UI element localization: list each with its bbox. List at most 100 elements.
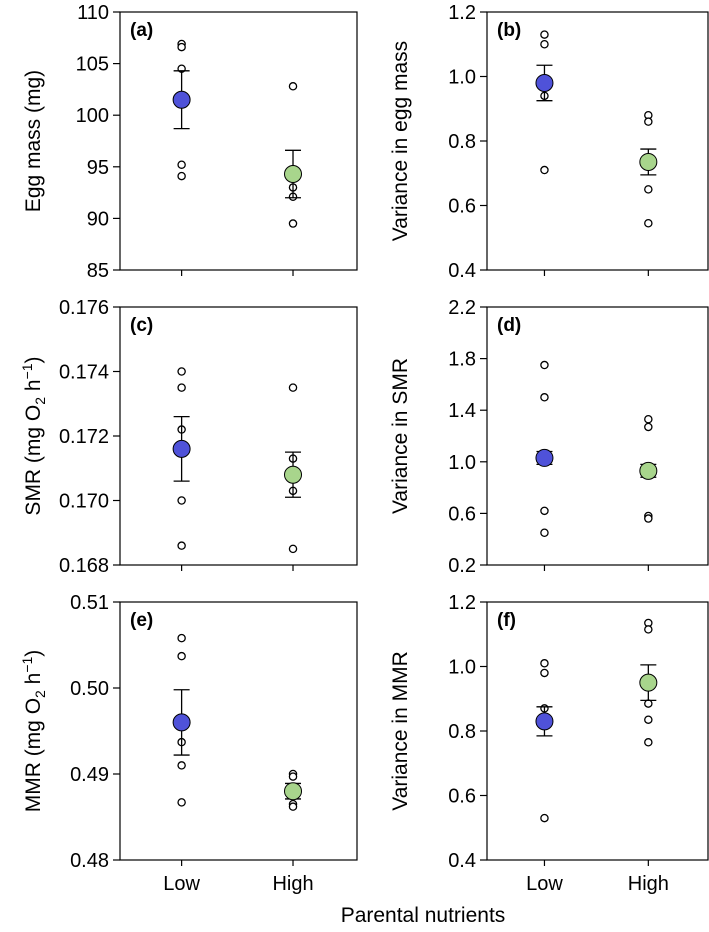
panel-b: 0.4 0.6 0.8 1.0 1.2 (b) Variance in egg mass <box>389 2 709 282</box>
raw-point <box>644 117 653 126</box>
plot-frame <box>486 306 709 566</box>
mean-point-high <box>639 152 658 171</box>
mean-point-high <box>284 465 303 484</box>
raw-point <box>644 514 653 523</box>
y-tick-label: 85 <box>87 260 109 282</box>
y-tick-label: 0.174 <box>59 362 109 384</box>
y-tick-label: 0.172 <box>59 426 109 448</box>
raw-point <box>644 738 653 747</box>
mean-point-high <box>284 165 303 184</box>
raw-point <box>644 699 653 708</box>
y-tick-label: 90 <box>87 208 109 230</box>
plot-frame <box>119 306 358 566</box>
raw-point <box>177 761 186 770</box>
y-tick-label: 0.4 <box>448 850 476 872</box>
y-tick-label: 1.0 <box>448 657 476 679</box>
y-tick-label: 110 <box>77 2 109 24</box>
raw-point <box>177 171 186 181</box>
raw-point <box>177 798 186 807</box>
y-tick-label: 0.2 <box>448 555 476 577</box>
raw-point <box>177 496 186 505</box>
y-tick-label: 95 <box>87 157 109 179</box>
raw-point <box>177 541 186 550</box>
y-axis-label: Variance in egg mass <box>389 41 412 241</box>
mean-point-low <box>535 73 554 92</box>
panel-e: 0.48 0.49 0.50 0.51 (e) MMR (mg O2 h−1) <box>19 592 358 872</box>
panel-label: (f) <box>497 610 516 631</box>
raw-point <box>644 715 653 724</box>
panel-f: 0.4 0.6 0.8 1.0 1.2 (f) Variance in MMR <box>389 592 709 872</box>
raw-point <box>177 42 186 52</box>
mean-point-low <box>172 713 191 732</box>
y-tick-label: 1.4 <box>448 400 476 422</box>
panel-a: 85 90 95 100 105 110 (a) Egg mass (mg) <box>22 2 358 282</box>
y-tick-label: 0.8 <box>448 721 476 743</box>
raw-point <box>540 30 549 39</box>
x-tick-label-low: Low <box>526 873 563 895</box>
y-tick-label: 0.49 <box>70 764 109 786</box>
plot-frame <box>486 601 709 861</box>
mean-point-high <box>284 782 303 801</box>
raw-point <box>540 40 549 49</box>
raw-point <box>540 165 549 175</box>
raw-point <box>288 772 298 781</box>
mean-point-low <box>535 448 554 467</box>
y-tick-label: 1.0 <box>448 452 476 474</box>
panel-d: 0.2 0.6 1.0 1.4 1.8 2.2 (d) Variance in SMR <box>389 297 709 577</box>
raw-point <box>177 651 186 661</box>
panel-label: (b) <box>497 20 521 41</box>
mean-point-low <box>172 90 191 109</box>
x-axis-label: Parental nutrients <box>341 904 506 927</box>
y-tick-label: 2.2 <box>448 297 476 319</box>
y-tick-label: 1.8 <box>448 349 476 371</box>
panel-label: (e) <box>130 610 153 631</box>
y-axis-label: Variance in SMR <box>389 358 412 514</box>
raw-point <box>540 528 549 538</box>
y-tick-label: 0.51 <box>70 592 109 614</box>
plot-frame <box>119 11 358 271</box>
raw-point <box>540 506 549 516</box>
y-tick-label: 1.0 <box>448 67 476 89</box>
raw-point <box>540 813 549 823</box>
y-tick-label: 0.50 <box>70 678 109 700</box>
panel-c: 0.168 0.170 0.172 0.174 0.176 (c) SMR (mg O2 h… <box>19 297 358 577</box>
mean-point-low <box>535 712 554 731</box>
raw-point <box>177 367 186 376</box>
panels: 85 90 95 100 105 110 (a) Egg mass (mg) 0.4 0.6 0.8… <box>19 2 709 872</box>
raw-point <box>644 414 653 424</box>
raw-point <box>644 185 653 194</box>
y-tick-label: 100 <box>76 105 109 127</box>
y-tick-label: 0.170 <box>59 491 109 513</box>
x-category-labels: Low High Low High <box>163 873 669 895</box>
panel-label: (c) <box>130 315 153 336</box>
raw-point <box>288 219 298 228</box>
y-tick-label: 0.6 <box>448 196 476 218</box>
x-tick-label-high: High <box>628 873 669 895</box>
raw-point <box>644 422 653 432</box>
y-axis-label: Variance in MMR <box>389 651 412 811</box>
raw-point <box>644 218 653 228</box>
raw-point <box>288 544 298 554</box>
x-tick-label-low: Low <box>163 873 200 895</box>
y-tick-label: 0.8 <box>448 131 476 153</box>
raw-point <box>288 383 298 392</box>
mean-point-low <box>172 439 191 458</box>
raw-point <box>540 360 549 370</box>
raw-point <box>644 625 653 634</box>
y-tick-label: 0.4 <box>448 260 476 282</box>
raw-point <box>177 160 186 169</box>
panel-label: (a) <box>130 20 153 41</box>
y-tick-label: 0.48 <box>70 850 109 872</box>
y-tick-label: 105 <box>76 54 109 76</box>
raw-point <box>177 633 186 643</box>
y-tick-label: 0.6 <box>448 786 476 808</box>
y-axis-label: MMR (mg O2 h−1) <box>19 650 48 813</box>
y-axis-label: Egg mass (mg) <box>22 70 45 212</box>
raw-point <box>288 82 298 91</box>
mean-point-high <box>639 461 658 480</box>
y-axis-label: SMR (mg O2 h−1) <box>19 356 48 515</box>
raw-point <box>540 668 549 678</box>
y-tick-label: 0.168 <box>59 555 109 577</box>
y-tick-label: 1.2 <box>448 2 476 24</box>
